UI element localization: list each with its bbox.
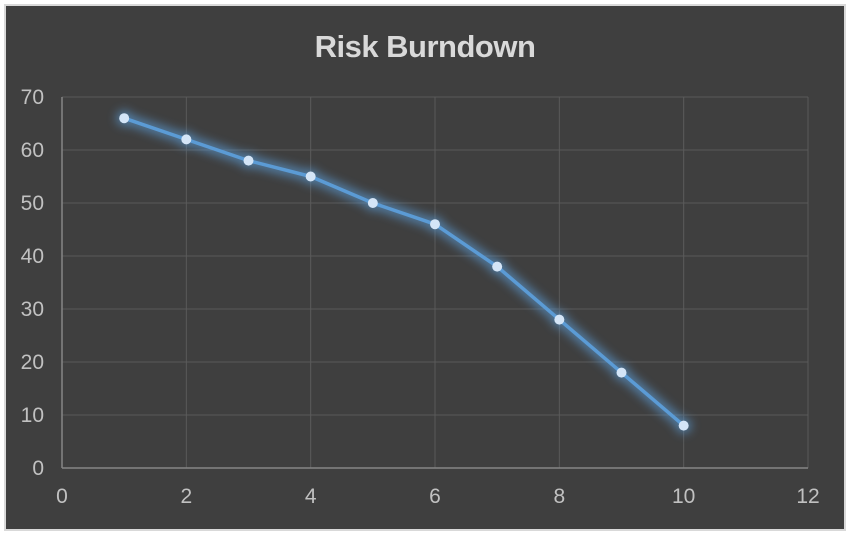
- series-glow-line: [119, 113, 689, 431]
- data-point-marker: [430, 219, 440, 230]
- x-axis-tick-label: 6: [429, 485, 441, 508]
- data-point-marker: [616, 367, 627, 378]
- y-axis-tick-label: 70: [21, 86, 44, 109]
- data-point-marker: [492, 261, 503, 272]
- x-axis-tick-label: 8: [553, 485, 565, 508]
- y-axis-tick-label: 10: [21, 404, 44, 427]
- data-point-marker: [554, 314, 565, 325]
- chart-area: [4, 4, 846, 531]
- y-axis-tick-label: 60: [21, 139, 44, 162]
- x-axis-tick-label: 12: [796, 485, 819, 508]
- y-axis-tick-label: 20: [21, 351, 44, 374]
- data-point-marker: [305, 171, 316, 182]
- data-point-marker: [119, 113, 130, 124]
- x-axis-tick-label: 0: [56, 485, 68, 508]
- data-point-marker: [181, 134, 192, 145]
- x-axis-tick-label: 2: [180, 485, 192, 508]
- y-axis-tick-label: 50: [21, 192, 44, 215]
- x-axis-tick-label: 10: [672, 485, 695, 508]
- data-point-marker: [678, 420, 689, 431]
- y-axis-tick-label: 0: [32, 457, 44, 480]
- x-axis-tick-label: 4: [305, 485, 317, 508]
- series-glow: [116, 110, 692, 434]
- data-point-marker: [243, 155, 254, 166]
- chart-title: Risk Burndown: [314, 29, 536, 64]
- y-axis-tick-label: 30: [21, 298, 44, 321]
- data-point-marker: [367, 198, 378, 208]
- y-axis-tick-label: 40: [21, 245, 44, 268]
- series-line: [122, 116, 686, 428]
